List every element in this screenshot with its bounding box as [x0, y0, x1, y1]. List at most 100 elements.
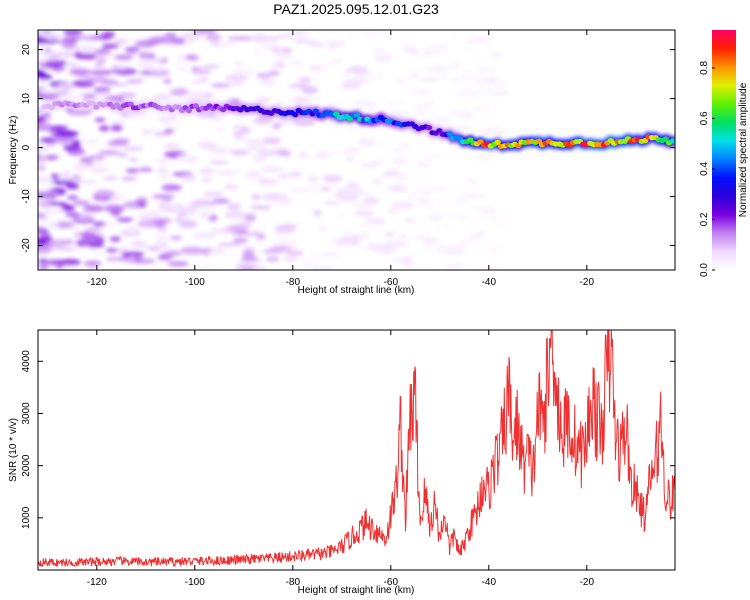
spectrogram-noise-cell — [271, 196, 294, 205]
spectrogram-noise-cell — [77, 62, 87, 70]
spectrogram-noise-cell — [294, 38, 309, 44]
spectrogram-noise-cell — [414, 230, 434, 238]
spectrogram-noise-cell — [38, 178, 56, 187]
spectrogram-noise-cell — [79, 92, 101, 97]
spectrogram-noise-cell — [230, 149, 249, 156]
spectrogram-noise-cell — [314, 152, 330, 158]
spectrogram-noise-cell — [256, 73, 272, 79]
spectrogram-noise-cell — [38, 217, 52, 221]
spectrogram-ridge-cell — [292, 112, 299, 118]
spectrogram-noise-cell — [124, 46, 140, 53]
spectrogram-noise-cell — [432, 186, 449, 192]
spectrogram-noise-cell — [158, 158, 167, 165]
spectrogram-noise-cell — [199, 78, 209, 82]
x-tick-label: -80 — [286, 277, 301, 288]
spectrogram-noise-cell — [294, 96, 309, 103]
spectrogram-noise-cell — [288, 84, 310, 88]
spectrogram-noise-cell — [423, 154, 447, 158]
spectrogram-noise-cell — [275, 34, 294, 39]
spectrogram-noise-cell — [424, 99, 434, 107]
spectrogram-noise-cell — [258, 78, 277, 87]
spectrogram-noise-cell — [372, 58, 390, 64]
colorbar-tick-label: 0.0 — [699, 263, 710, 277]
spectrogram-noise-cell — [72, 178, 87, 183]
spectrogram-noise-cell — [134, 40, 157, 48]
spectrogram-noise-cell — [65, 212, 81, 217]
spectrogram-noise-cell — [88, 167, 110, 173]
spectrogram-noise-cell — [146, 52, 156, 60]
spectrogram-noise-cell — [169, 236, 183, 240]
spectrogram-noise-cell — [274, 50, 292, 59]
spectrogram-noise-cell — [485, 265, 499, 270]
spectrogram-noise-cell — [245, 144, 268, 153]
spectrogram-noise-cell — [38, 48, 47, 52]
spectrogram-noise-cell — [224, 211, 247, 219]
spectrogram-noise-cell — [482, 66, 497, 73]
spectrogram-ridge-cell — [446, 131, 453, 137]
spectrogram-noise-cell — [272, 123, 281, 130]
spectrogram-xlabel: Height of straight line (km) — [298, 285, 415, 296]
spectrogram-noise-cell — [190, 69, 212, 75]
spectrogram-noise-cell — [63, 144, 82, 152]
spectrogram-ylabel: Frequency (Hz) — [8, 116, 19, 185]
spectrogram-noise-cell — [275, 118, 296, 125]
spectrogram-noise-cell — [138, 52, 149, 59]
spectrogram-noise-cell — [69, 68, 92, 76]
spectrogram-panel: -120 -100 -80 -60 -40 -20 20 10 0 -10 -20 Height … — [8, 29, 676, 296]
spectrogram-ridge-cell — [185, 107, 193, 114]
spectrogram-noise-cell — [65, 182, 80, 190]
spectrogram-noise-cell — [38, 245, 53, 254]
spectrogram-noise-cell — [227, 202, 242, 211]
spectrogram-noise-cell — [114, 54, 134, 61]
spectrogram-noise-cell — [46, 259, 69, 266]
spectrogram-noise-cell — [241, 256, 259, 262]
spectrogram-noise-cell — [93, 63, 104, 68]
spectrogram-noise-cell — [212, 198, 230, 204]
colorbar-tick-label: 0.2 — [699, 212, 710, 226]
spectrogram-noise-cell — [208, 249, 228, 256]
spectrogram-noise-cell — [472, 105, 492, 111]
y-tick-label: -20 — [21, 238, 32, 253]
spectrogram-noise-cell — [128, 158, 139, 162]
spectrogram-ridge-cell — [127, 101, 134, 107]
spectrogram-noise-cell — [277, 173, 291, 180]
spectrogram-noise-cell — [328, 59, 344, 63]
spectrogram-noise-cell — [395, 77, 406, 86]
y-tick-label: 1000 — [21, 506, 32, 529]
spectrogram-noise-cell — [121, 176, 137, 181]
spectrogram-noise-cell — [438, 65, 449, 73]
spectrogram-noise-cell — [465, 40, 482, 44]
spectrogram-noise-cell — [38, 143, 45, 147]
spectrogram-noise-cell — [305, 253, 327, 259]
spectrogram-noise-cell — [354, 211, 374, 216]
spectrogram-noise-cell — [379, 173, 391, 177]
spectrogram-noise-cell — [239, 126, 251, 135]
spectrogram-noise-cell — [157, 43, 177, 47]
spectrogram-noise-cell — [208, 214, 218, 222]
spectrogram-noise-cell — [253, 50, 262, 55]
spectrogram-noise-cell — [138, 168, 154, 172]
spectrogram-noise-cell — [489, 89, 510, 97]
spectrogram-noise-cell — [389, 110, 402, 118]
spectrogram-noise-cell — [62, 43, 78, 49]
spectrogram-ridge-cell — [192, 103, 199, 109]
spectrogram-noise-cell — [102, 31, 116, 39]
spectrogram-noise-cell — [154, 241, 169, 250]
spectrogram-noise-cell — [116, 217, 134, 222]
spectrogram-ridge-cell — [515, 143, 522, 149]
spectrogram-noise-cell — [391, 202, 415, 209]
spectrogram-noise-cell — [38, 190, 59, 196]
spectrogram-noise-cell — [75, 53, 97, 60]
spectrogram-noise-cell — [448, 109, 471, 115]
spectrogram-noise-cell — [126, 226, 139, 235]
spectrogram-noise-cell — [249, 206, 272, 209]
y-tick-label: 10 — [21, 93, 32, 105]
spectrogram-noise-cell — [118, 152, 128, 158]
spectrogram-noise-cell — [190, 66, 201, 70]
spectrogram-noise-cell — [437, 224, 454, 230]
spectrogram-noise-cell — [377, 37, 388, 43]
spectrogram-noise-cell — [318, 225, 328, 233]
spectrogram-noise-cell — [477, 157, 491, 161]
spectrogram-noise-cell — [103, 204, 126, 213]
